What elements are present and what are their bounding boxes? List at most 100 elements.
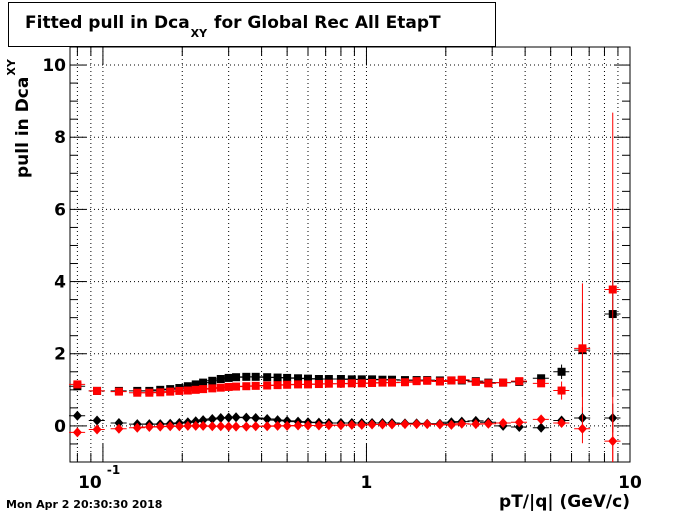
series-3 (69, 414, 621, 462)
data-point-square (324, 375, 333, 383)
data-point-square (242, 382, 251, 391)
data-point-square (423, 376, 432, 385)
data-point-diamond (198, 415, 208, 426)
y-axis-label: pull in DcaXY (5, 59, 33, 178)
data-points (69, 112, 621, 462)
data-point-square (303, 380, 312, 389)
data-point-diamond (400, 419, 410, 430)
data-point-square (537, 374, 546, 383)
y-tick-label: 8 (54, 128, 66, 148)
data-point-square (324, 379, 333, 388)
data-point-square (242, 372, 251, 381)
data-point-diamond (282, 420, 292, 431)
data-point-diamond (457, 418, 467, 429)
y-tick-label: 4 (54, 273, 66, 293)
data-point-square (457, 375, 466, 384)
data-point-diamond (273, 420, 283, 431)
series-2 (69, 112, 621, 462)
data-point-square (114, 387, 123, 396)
y-axis-label-main: pull in Dca (13, 76, 33, 178)
data-point-square (208, 376, 217, 385)
data-point-square (191, 380, 200, 389)
data-point-diamond (165, 421, 175, 432)
data-point-square (400, 378, 409, 387)
data-point-diamond (324, 420, 334, 431)
x-tick-label: 1 (361, 473, 373, 493)
data-point-square (199, 385, 208, 394)
data-point-square (435, 377, 444, 386)
data-point-diamond (412, 419, 422, 430)
data-point-square (557, 367, 566, 376)
data-point-square (314, 375, 323, 383)
data-point-diamond (155, 421, 165, 432)
data-point-diamond (377, 419, 387, 430)
data-point-diamond (207, 421, 217, 432)
data-point-square (368, 378, 377, 387)
data-point-diamond (273, 415, 283, 426)
data-point-diamond (314, 420, 324, 431)
data-point-square (283, 373, 292, 382)
data-point-diamond (282, 415, 292, 426)
axes (69, 46, 631, 463)
x-tick-label-exponent: -1 (107, 463, 120, 477)
data-point-square (273, 373, 282, 382)
y-tick-label: 10 (42, 56, 66, 76)
data-point-square (183, 382, 192, 391)
data-point-diamond (92, 415, 102, 426)
data-point-diamond (557, 418, 567, 429)
data-point-diamond (435, 419, 445, 430)
data-point-square (412, 377, 421, 386)
data-point-square (216, 383, 225, 392)
data-point-square (294, 380, 303, 389)
data-point-square (232, 382, 241, 391)
y-axis-label-subscript: XY (5, 59, 18, 76)
tick-labels: 0 2 4 6 8 10 10 -1 1 10 (42, 56, 642, 493)
data-point-square (283, 380, 292, 389)
data-point-square (303, 374, 312, 383)
chart-title-subscript: XY (190, 27, 208, 40)
data-point-square (273, 381, 282, 390)
data-point-diamond (446, 419, 456, 430)
data-point-square (336, 375, 345, 383)
data-point-diamond (367, 419, 377, 430)
data-point-diamond (422, 419, 432, 430)
data-point-diamond (608, 436, 618, 447)
data-point-square (251, 381, 260, 390)
data-point-diamond (498, 418, 508, 429)
data-point-square (378, 378, 387, 387)
timestamp: Mon Apr 2 20:30:30 2018 (6, 498, 163, 511)
data-point-square (183, 386, 192, 395)
data-point-diamond (241, 421, 251, 432)
data-point-square (314, 380, 323, 389)
series-0 (69, 231, 621, 398)
data-point-square (357, 379, 366, 388)
data-point-square (208, 384, 217, 393)
data-point-square (263, 373, 272, 382)
data-point-square (251, 372, 260, 381)
chart-title-suffix: for Global Rec All EtapT (214, 13, 441, 33)
data-point-diamond (241, 412, 251, 423)
data-point-square (216, 375, 225, 383)
data-point-diamond (72, 410, 82, 421)
data-point-diamond (536, 414, 546, 425)
data-point-square (263, 381, 272, 390)
data-point-square (232, 373, 241, 382)
y-tick-label: 6 (54, 200, 66, 220)
data-point-square (156, 388, 165, 397)
data-point-diamond (357, 419, 367, 430)
x-axis-label: pT/|q| (GeV/c) (499, 492, 630, 512)
data-point-diamond (231, 412, 241, 423)
data-point-diamond (303, 420, 313, 431)
data-point-diamond (347, 419, 357, 430)
data-point-diamond (114, 423, 124, 434)
data-point-diamond (174, 421, 184, 432)
data-point-diamond (92, 424, 102, 435)
data-point-square (515, 377, 524, 386)
data-point-square (578, 344, 587, 353)
data-point-diamond (144, 421, 154, 432)
data-point-square (93, 386, 102, 395)
grid-lines (70, 47, 630, 462)
data-point-diamond (387, 419, 397, 430)
data-point-square (484, 379, 493, 388)
data-point-square (73, 380, 82, 389)
